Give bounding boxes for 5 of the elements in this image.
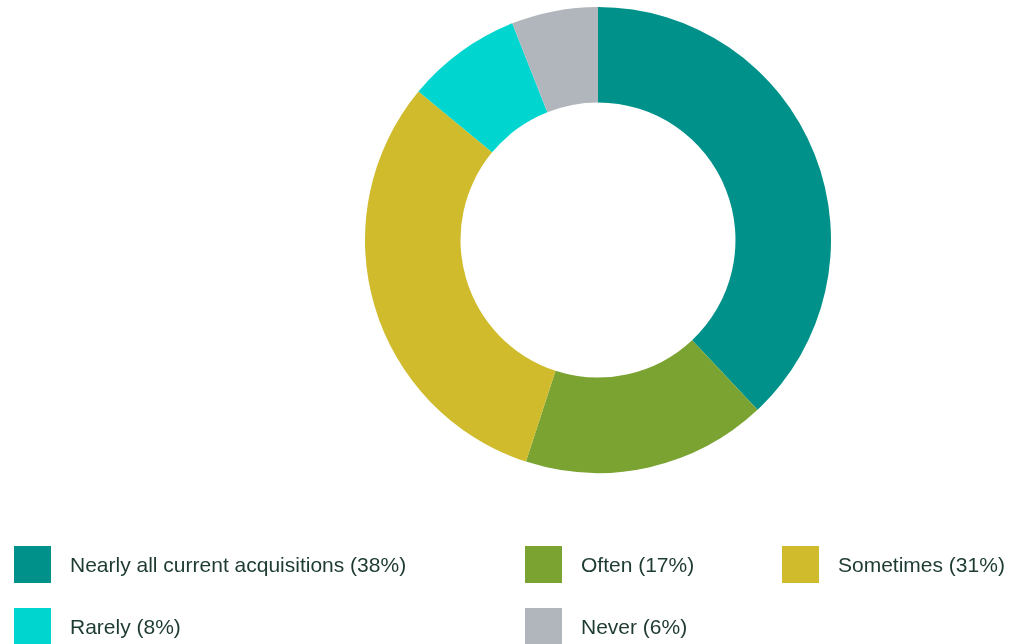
- legend-label: Often (17%): [581, 552, 695, 577]
- legend-label: Sometimes (31%): [838, 552, 1005, 577]
- legend-label: Rarely (8%): [70, 614, 181, 639]
- legend-label: Nearly all current acquisitions (38%): [70, 552, 407, 577]
- legend-label: Never (6%): [581, 614, 688, 639]
